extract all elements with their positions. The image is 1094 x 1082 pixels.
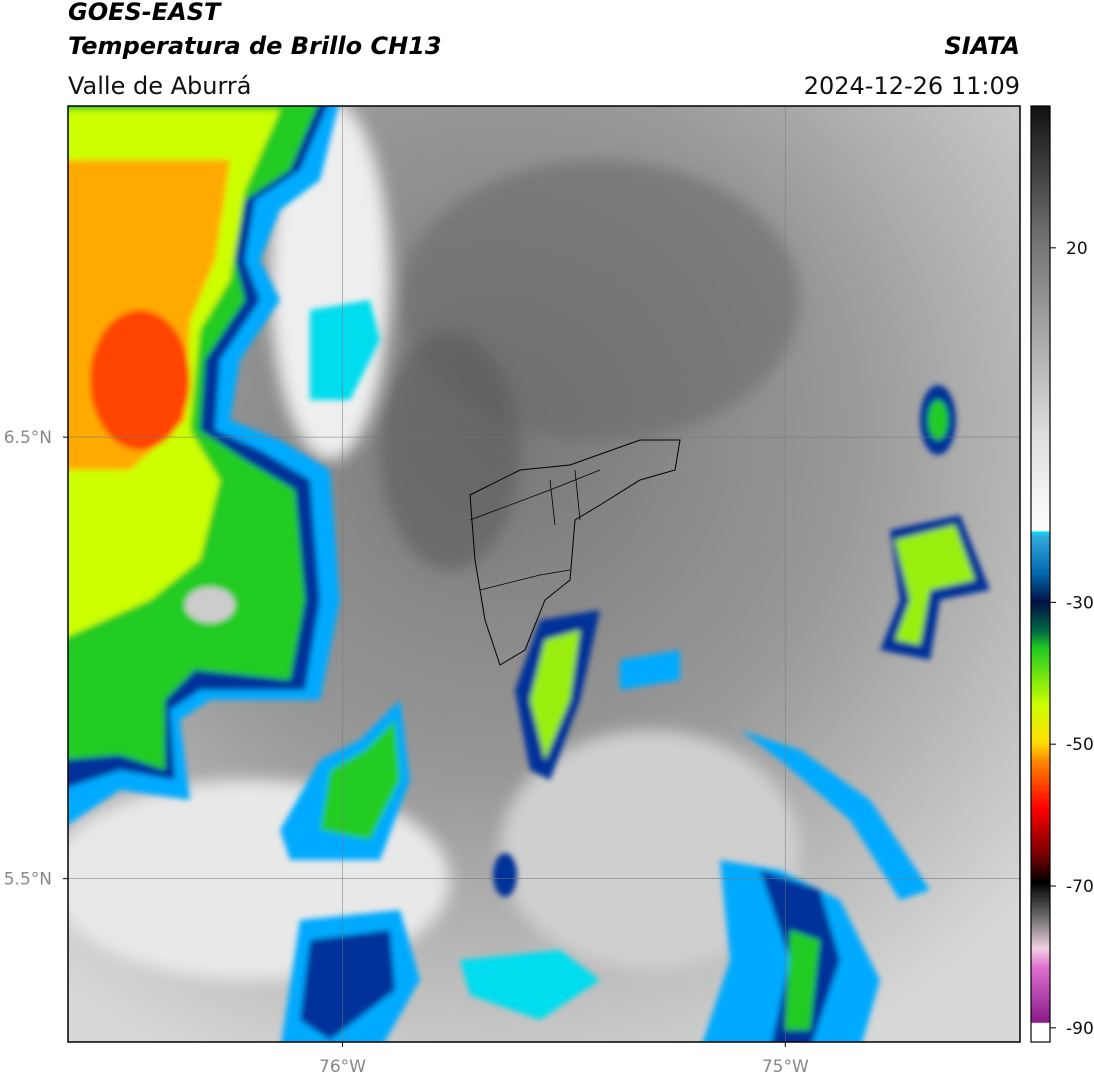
colorbar-tick-label: 20: [1066, 239, 1088, 259]
colorbar-tick-label: -30: [1066, 593, 1094, 613]
x-tick-label: 75°W: [762, 1057, 809, 1077]
colorbar-tick-label: -70: [1066, 877, 1094, 897]
y-tick-label: 5.5°N: [4, 870, 52, 890]
timestamp: 2024-12-26 11:09: [804, 72, 1020, 100]
subtitle: Temperatura de Brillo CH13: [68, 32, 442, 60]
source: SIATA: [944, 32, 1020, 60]
title: GOES-EAST: [68, 0, 222, 26]
y-tick-label: 6.5°N: [4, 428, 52, 448]
region: Valle de Aburrá: [68, 72, 252, 100]
map-frame: [67, 105, 1021, 1043]
colorbar: [1030, 105, 1051, 1043]
colorbar-tick-label: -90: [1066, 1019, 1094, 1039]
satellite-image: [68, 106, 1020, 1042]
colorbar-tick-label: -50: [1066, 735, 1094, 755]
x-tick-label: 76°W: [319, 1057, 366, 1077]
